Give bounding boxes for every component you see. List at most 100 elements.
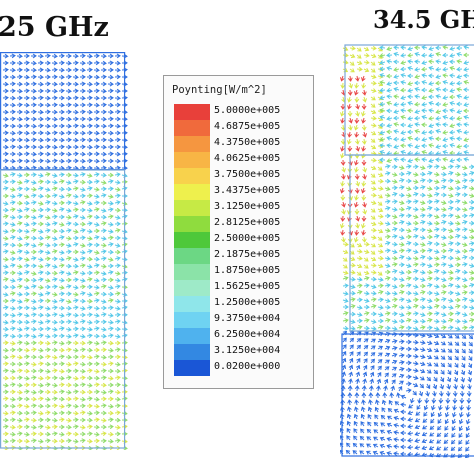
field-arrow — [465, 432, 470, 439]
field-arrow — [30, 284, 37, 289]
field-arrow — [72, 158, 79, 164]
field-arrow — [9, 284, 16, 290]
field-arrow — [386, 444, 393, 449]
field-arrow — [72, 221, 79, 227]
field-arrow — [51, 382, 58, 388]
field-arrow — [107, 298, 114, 303]
field-arrow — [419, 262, 426, 268]
field-arrow — [349, 351, 354, 357]
field-arrow — [115, 340, 121, 346]
field-arrow — [370, 297, 377, 302]
field-arrow — [461, 325, 468, 331]
field-arrow — [383, 378, 389, 385]
field-arrow — [44, 291, 51, 296]
field-arrow — [342, 337, 347, 343]
field-arrow — [426, 318, 433, 323]
field-arrow — [65, 263, 72, 269]
field-arrow — [376, 378, 382, 385]
field-arrow — [423, 411, 428, 417]
field-arrow — [107, 109, 114, 115]
field-arrow — [440, 348, 446, 353]
legend-swatch — [174, 168, 210, 184]
field-arrow — [100, 144, 107, 150]
field-arrow — [16, 410, 23, 416]
field-arrow — [412, 185, 419, 191]
field-arrow — [114, 123, 121, 129]
field-arrow — [449, 136, 456, 141]
field-arrow — [16, 264, 23, 269]
field-arrow — [93, 137, 100, 143]
field-arrow — [391, 346, 398, 351]
field-arrow — [388, 399, 393, 406]
field-arrow — [93, 382, 100, 388]
field-arrow — [2, 144, 9, 150]
field-arrow — [465, 446, 470, 452]
field-arrow — [407, 52, 414, 58]
field-arrow — [405, 367, 412, 373]
field-arrow — [356, 297, 363, 303]
field-arrow — [370, 180, 376, 185]
field-arrow — [37, 67, 44, 73]
field-arrow — [86, 431, 93, 437]
field-arrow — [51, 284, 58, 290]
field-arrow — [398, 353, 405, 358]
field-arrow — [398, 367, 405, 372]
field-arrow — [465, 425, 471, 432]
field-arrow — [349, 319, 356, 324]
field-arrow — [375, 392, 381, 399]
field-arrow — [367, 414, 372, 420]
field-arrow — [442, 108, 449, 114]
field-arrow — [419, 290, 426, 295]
field-arrow — [349, 53, 356, 59]
field-arrow — [51, 208, 58, 213]
field-arrow — [93, 270, 100, 276]
field-arrow — [419, 270, 426, 275]
field-arrow — [435, 109, 442, 114]
field-arrow — [44, 250, 51, 255]
field-arrow — [346, 435, 351, 441]
field-arrow — [412, 262, 419, 267]
field-arrow — [79, 179, 86, 185]
field-arrow — [37, 235, 44, 241]
field-arrow — [114, 180, 121, 185]
field-arrow — [370, 290, 377, 296]
field-arrow — [428, 129, 435, 135]
field-arrow — [442, 66, 449, 72]
field-arrow — [93, 242, 100, 248]
field-arrow — [16, 305, 23, 311]
field-arrow — [9, 375, 16, 381]
field-arrow — [377, 338, 384, 344]
field-arrow — [86, 123, 93, 129]
field-arrow — [440, 242, 447, 247]
field-arrow — [51, 95, 58, 101]
field-arrow — [114, 95, 121, 101]
field-arrow — [30, 221, 37, 227]
field-arrow — [433, 234, 440, 239]
field-arrow — [414, 122, 421, 127]
field-arrow — [426, 178, 433, 184]
field-arrow — [2, 193, 9, 199]
field-arrow — [414, 52, 421, 57]
field-arrow — [44, 81, 51, 87]
field-arrow — [440, 333, 447, 339]
field-arrow — [428, 46, 435, 51]
field-arrow — [51, 151, 58, 157]
field-arrow — [93, 250, 100, 255]
field-arrow — [23, 109, 30, 115]
field-arrow — [44, 431, 51, 437]
field-arrow — [414, 101, 421, 107]
field-arrow — [100, 123, 107, 129]
legend-row: 0.0200e+000 — [174, 360, 309, 376]
field-arrow — [115, 130, 121, 136]
field-arrow — [440, 220, 447, 225]
field-arrow — [454, 241, 461, 247]
field-arrow — [433, 269, 440, 274]
field-arrow — [51, 327, 58, 332]
field-arrow — [454, 192, 461, 197]
field-arrow — [405, 381, 412, 387]
legend-label: 4.6875e+005 — [214, 121, 281, 132]
field-arrow — [30, 235, 37, 241]
field-arrow — [100, 228, 107, 234]
field-arrow — [37, 284, 44, 290]
field-arrow — [355, 138, 360, 145]
